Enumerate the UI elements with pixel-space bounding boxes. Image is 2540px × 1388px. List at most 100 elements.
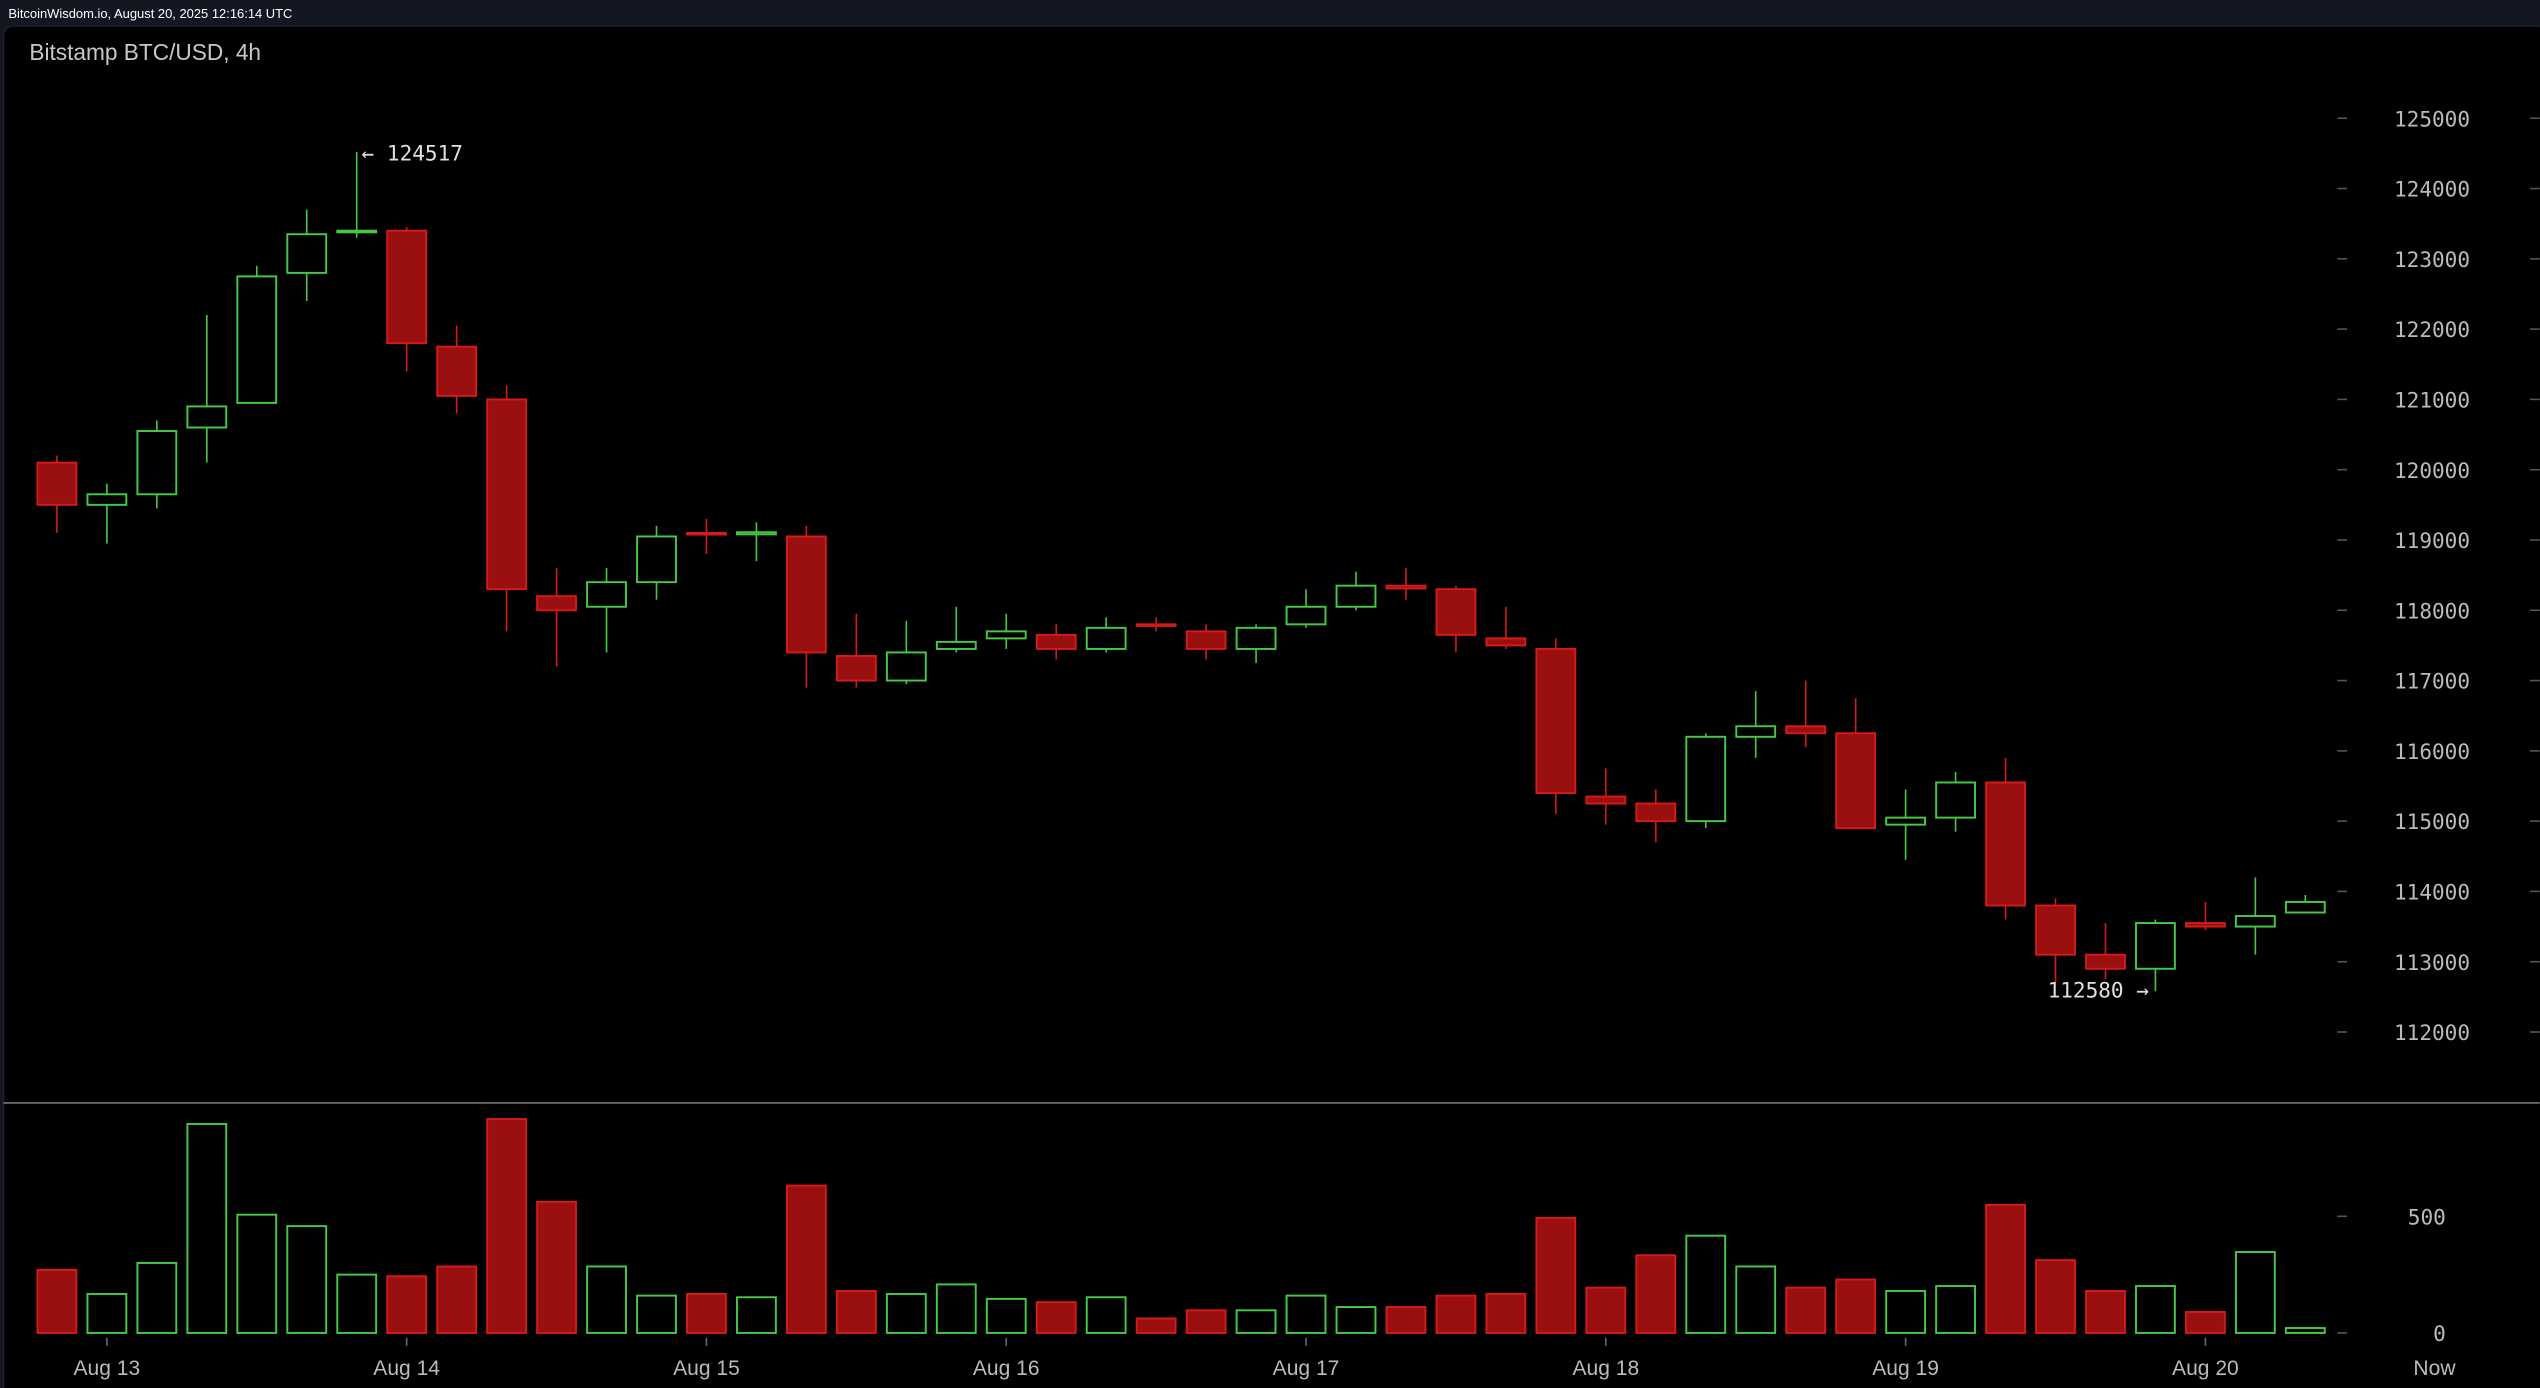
price-tick-label: 123000 <box>2394 247 2470 272</box>
candle-up <box>935 640 977 650</box>
candle-up <box>286 233 328 274</box>
candle-down <box>686 531 727 536</box>
candle-down <box>2035 904 2076 956</box>
volume-bar-down <box>36 1268 78 1334</box>
candle-down <box>1035 633 1077 650</box>
price-tick-label: 113000 <box>2394 950 2470 975</box>
volume-bar-down <box>1485 1293 1527 1334</box>
volume-bar-down <box>486 1118 528 1334</box>
candle-down <box>1635 802 1677 823</box>
candle-up <box>1885 816 1927 826</box>
candle-up <box>636 535 677 584</box>
candle-down <box>1785 725 1827 735</box>
volume-bar-down <box>386 1275 428 1334</box>
volume-bar-up <box>935 1283 977 1334</box>
volume-bar-up <box>1935 1285 1976 1334</box>
volume-bar-down <box>1635 1254 1677 1334</box>
topbar-text: BitcoinWisdom.io, August 20, 2025 12:16:… <box>8 6 292 21</box>
volume-bar-up <box>1235 1309 1277 1334</box>
candle-up <box>136 430 178 496</box>
volume-bar-down <box>1785 1286 1827 1334</box>
candle-up <box>2284 901 2326 914</box>
candle-up <box>86 493 128 506</box>
candle-down <box>1835 732 1877 830</box>
volume-bar-down <box>436 1265 478 1334</box>
candle-up <box>885 651 927 682</box>
volume-bar-up <box>1735 1265 1777 1334</box>
candle-up <box>2234 915 2276 928</box>
candle-down <box>486 398 528 591</box>
volume-tick-label: 500 <box>2408 1204 2446 1229</box>
volume-axis: 0 500 <box>2337 1204 2446 1346</box>
price-tick-label: 119000 <box>2394 528 2470 553</box>
candle-up <box>1085 626 1127 650</box>
volume-bar-down <box>835 1289 877 1334</box>
volume-bar-up <box>2284 1327 2326 1334</box>
volume-bar-up <box>186 1122 228 1334</box>
candle-up <box>1285 605 1327 626</box>
candle-up <box>186 405 228 429</box>
time-tick-label: Aug 20 <box>2172 1357 2239 1380</box>
time-tick-label: Aug 14 <box>373 1357 440 1380</box>
candle-down <box>1535 647 1577 794</box>
volume-bar-up <box>86 1293 128 1334</box>
time-axis: Aug 13 Aug 14 Aug 15 Aug 16 Aug 17 Aug 18 Aug … <box>74 1337 2456 1380</box>
volume-bar-down <box>1135 1317 1177 1334</box>
volume-bar-up <box>2135 1285 2176 1334</box>
candle-up <box>2135 922 2176 970</box>
low-annotation: 112580 → <box>2048 978 2149 1003</box>
candles <box>36 152 2326 992</box>
now-label: Now <box>2413 1357 2456 1380</box>
volume-bar-up <box>636 1294 677 1334</box>
volume-bar-down <box>1035 1301 1077 1334</box>
candle-down <box>536 595 577 612</box>
volume-bar-up <box>885 1293 927 1334</box>
time-tick-label: Aug 15 <box>673 1357 740 1380</box>
chart-title: Bitstamp BTC/USD, 4h <box>29 39 261 65</box>
candle-down <box>386 229 428 345</box>
candle-down <box>1185 630 1227 650</box>
volume-bar-up <box>1885 1289 1927 1334</box>
time-tick-label: Aug 16 <box>973 1357 1040 1380</box>
volume-bar-down <box>536 1200 577 1334</box>
candle-down <box>2085 953 2126 970</box>
volume-bar-up <box>736 1296 777 1334</box>
price-tick-label: 112000 <box>2394 1020 2470 1045</box>
volume-bar-down <box>1985 1203 2026 1334</box>
volume-bar-down <box>785 1184 827 1334</box>
candle-down <box>835 654 877 682</box>
volume-bar-down <box>2085 1289 2126 1334</box>
candle-up <box>1735 725 1777 738</box>
time-tick-label: Aug 17 <box>1273 1357 1340 1380</box>
candle-up <box>586 581 627 608</box>
time-tick-label: Aug 18 <box>1572 1357 1639 1380</box>
volume-bar-down <box>1185 1309 1227 1334</box>
volume-bar-down <box>1385 1306 1427 1334</box>
candle-down <box>1485 637 1527 647</box>
volume-bar-up <box>336 1273 378 1334</box>
candle-up <box>985 630 1027 640</box>
price-tick-label: 122000 <box>2394 317 2470 342</box>
price-tick-label: 115000 <box>2394 809 2470 834</box>
price-tick-label: 124000 <box>2394 177 2470 202</box>
candle-up <box>1335 584 1377 608</box>
candle-down <box>1385 584 1427 590</box>
candle-up <box>1235 626 1277 650</box>
candle-down <box>1435 588 1477 636</box>
volume-bar-up <box>1085 1296 1127 1334</box>
time-tick-label: Aug 19 <box>1872 1357 1939 1380</box>
volume-bar-up <box>985 1297 1027 1334</box>
price-tick-label: 120000 <box>2394 458 2470 483</box>
candle-down <box>785 535 827 654</box>
price-tick-label: 118000 <box>2394 598 2470 623</box>
candle-up <box>236 275 278 404</box>
volume-bar-up <box>1335 1306 1377 1334</box>
candle-down <box>1985 781 2026 907</box>
volume-bar-up <box>586 1265 627 1334</box>
candle-up <box>1935 781 1976 819</box>
candle-down <box>36 461 78 506</box>
volume-bars <box>36 1118 2326 1334</box>
candle-down <box>1585 795 1627 805</box>
price-axis: 112000 113000 114000 115000 116000 117000 1180… <box>2337 106 2540 1045</box>
